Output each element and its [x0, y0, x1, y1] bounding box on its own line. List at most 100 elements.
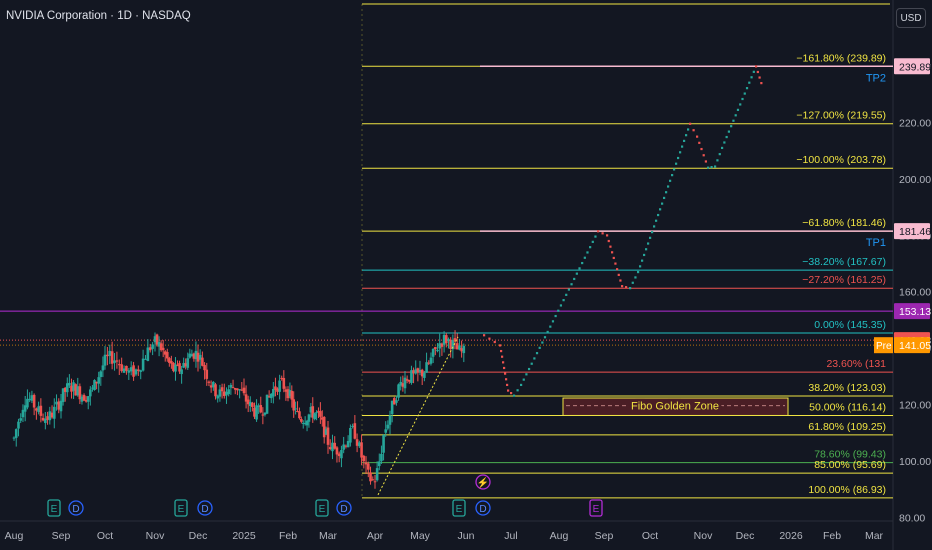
- projection-dot: [760, 82, 763, 85]
- projection-dot: [488, 337, 491, 340]
- projection-dot: [667, 185, 670, 188]
- projection-dot: [702, 154, 705, 157]
- fib-level-label: 78.60% (99.43): [814, 449, 886, 461]
- candle-body: [168, 358, 171, 363]
- projection-dot: [535, 352, 539, 355]
- candle-body: [380, 453, 383, 462]
- candle-body: [263, 412, 267, 415]
- projection-dot: [504, 372, 507, 375]
- earnings-marker: E: [47, 499, 61, 517]
- candle-body: [257, 405, 260, 407]
- candle-body: [57, 401, 61, 410]
- candle-body: [451, 340, 455, 350]
- projection-dot: [707, 166, 710, 169]
- premarket-tag: [874, 337, 893, 354]
- earnings-icon: [315, 499, 329, 517]
- candle-body: [148, 347, 152, 351]
- projection-dot: [647, 242, 650, 245]
- candle-body: [255, 405, 258, 420]
- projection-dot: [663, 196, 666, 200]
- projection-dot: [669, 179, 672, 182]
- candle-body: [70, 385, 73, 392]
- candle-body: [196, 352, 200, 362]
- candle-body: [322, 416, 326, 438]
- fib-level-label: 85.00% (95.69): [814, 459, 886, 471]
- candle-body: [423, 372, 426, 378]
- candle-body: [340, 450, 343, 459]
- candle-body: [93, 380, 96, 391]
- projection-dot: [607, 239, 610, 243]
- candle-body: [366, 463, 370, 470]
- projection-dot: [589, 246, 592, 249]
- time-tick-label: Sep: [52, 530, 71, 542]
- candle-body: [192, 353, 196, 359]
- dividend-icon: [197, 500, 213, 516]
- candle-body: [390, 400, 394, 415]
- candle-body: [115, 360, 119, 362]
- candle-body: [405, 379, 409, 381]
- projection-dot: [649, 236, 652, 239]
- candle-body: [170, 361, 173, 364]
- projection-dot: [557, 309, 560, 312]
- candle-body: [186, 358, 190, 368]
- currency-button[interactable]: USD: [896, 8, 926, 28]
- projection-dot: [732, 119, 735, 122]
- candle-body: [373, 481, 377, 483]
- projection-dot: [755, 65, 758, 68]
- candle-body: [26, 398, 29, 408]
- price-tick-label: 120.00: [899, 400, 931, 412]
- candle-body: [28, 398, 31, 400]
- candle-body: [39, 405, 43, 416]
- candle-body: [265, 394, 269, 414]
- time-tick-label: Dec: [189, 530, 208, 542]
- projection-dot: [723, 141, 726, 144]
- candle-body: [153, 336, 157, 343]
- candles-group: [12, 330, 466, 489]
- time-tick-label: May: [410, 530, 431, 542]
- time-tick-label: Oct: [642, 530, 658, 542]
- projection-dot: [631, 281, 634, 284]
- candle-body: [326, 427, 330, 445]
- earnings-icon: [452, 499, 466, 517]
- candle-body: [328, 447, 332, 450]
- candle-body: [61, 388, 65, 403]
- candle-body: [95, 381, 98, 384]
- fib-level-label: 23.60% (131: [826, 358, 886, 370]
- candle-body: [307, 414, 311, 422]
- projection-dot: [700, 147, 703, 151]
- projection-dot: [651, 231, 654, 234]
- candle-body: [286, 389, 290, 399]
- candle-body: [242, 387, 246, 394]
- projection-dot: [645, 248, 648, 251]
- time-tick-label: Aug: [550, 530, 569, 542]
- fib-level-label: 100.00% (86.93): [808, 484, 886, 496]
- projection-dot: [505, 378, 508, 381]
- candle-body: [344, 445, 348, 447]
- candle-body: [209, 385, 213, 388]
- projection-dot: [736, 108, 740, 111]
- golden-zone-box: [562, 397, 789, 416]
- candle-body: [52, 406, 56, 419]
- candle-body: [371, 479, 375, 481]
- candle-body: [103, 354, 107, 366]
- earnings-letter: E: [319, 504, 326, 515]
- candle-body: [125, 365, 128, 371]
- fib-level-label: 61.80% (109.25): [808, 421, 886, 433]
- candle-body: [392, 398, 396, 405]
- projection-dot: [758, 76, 761, 79]
- projection-dot: [671, 174, 674, 177]
- candle-body: [30, 395, 34, 401]
- fib-level-label: −127.00% (219.55): [796, 110, 886, 122]
- candle-body: [427, 362, 431, 364]
- projection-dot: [502, 361, 505, 364]
- candle-body: [182, 362, 185, 368]
- projection-dot: [741, 97, 744, 101]
- projection-dot: [750, 76, 753, 79]
- time-tick-label: Feb: [279, 530, 297, 542]
- projection-dot: [551, 320, 555, 323]
- dividend-marker: D: [197, 500, 213, 516]
- projection-dot: [581, 261, 584, 265]
- candle-body: [174, 364, 177, 372]
- projection-dot: [597, 230, 600, 233]
